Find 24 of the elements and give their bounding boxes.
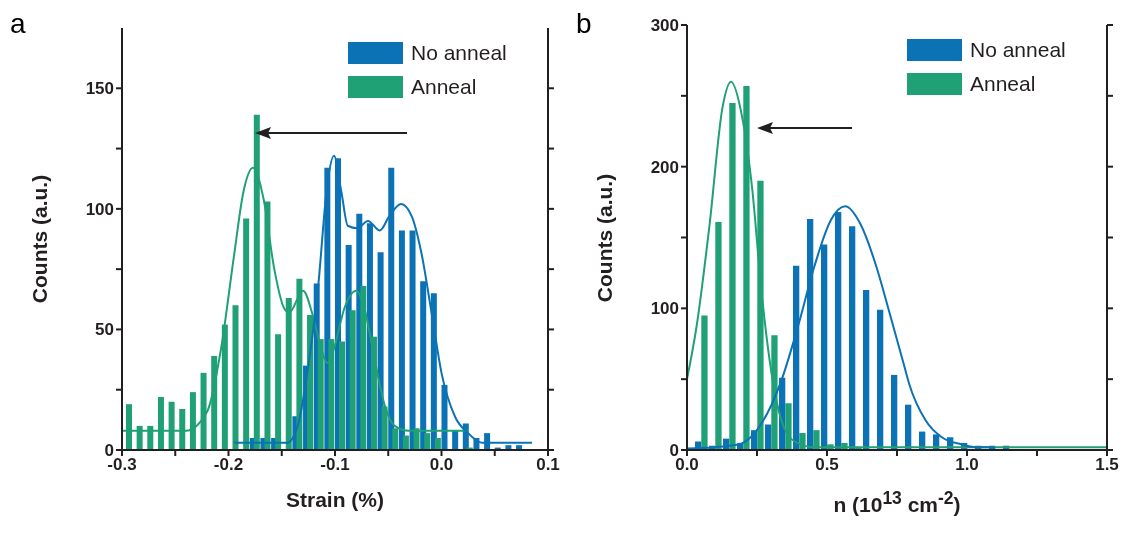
- y-tick-label: 50: [95, 320, 114, 340]
- legend-label: Anneal: [411, 75, 477, 99]
- x-tick-label: 0.0: [429, 455, 454, 475]
- x-tick-label: -0.2: [213, 455, 244, 475]
- x-axis-title: n (10$^{13}$ cm$^{-2}$): [832, 488, 962, 517]
- y-tick-label: 100: [85, 199, 114, 219]
- y-tick-label: 100: [650, 299, 679, 319]
- legend-label: No anneal: [411, 41, 507, 65]
- y-tick-label: 150: [85, 79, 114, 99]
- x-tick-label: 0.0: [675, 455, 699, 475]
- x-tick-label: 1.0: [955, 455, 979, 475]
- y-tick-label: 300: [650, 16, 679, 36]
- x-tick-label: 0.5: [815, 455, 839, 475]
- y-axis-title: Counts (a.u.): [593, 173, 617, 302]
- x-tick-label: 1.5: [1095, 455, 1119, 475]
- x-axis-title: Strain (%): [285, 488, 385, 512]
- y-tick-label: 200: [650, 157, 679, 177]
- x-tick-label: -0.1: [320, 455, 350, 475]
- y-axis-title: Counts (a.u.): [28, 174, 52, 304]
- chart-title: a: [10, 8, 26, 40]
- x-tick-label: 0.1: [536, 455, 560, 475]
- legend-label: No anneal: [970, 38, 1066, 62]
- legend-label: Anneal: [970, 72, 1036, 96]
- chart-title: b: [576, 8, 592, 40]
